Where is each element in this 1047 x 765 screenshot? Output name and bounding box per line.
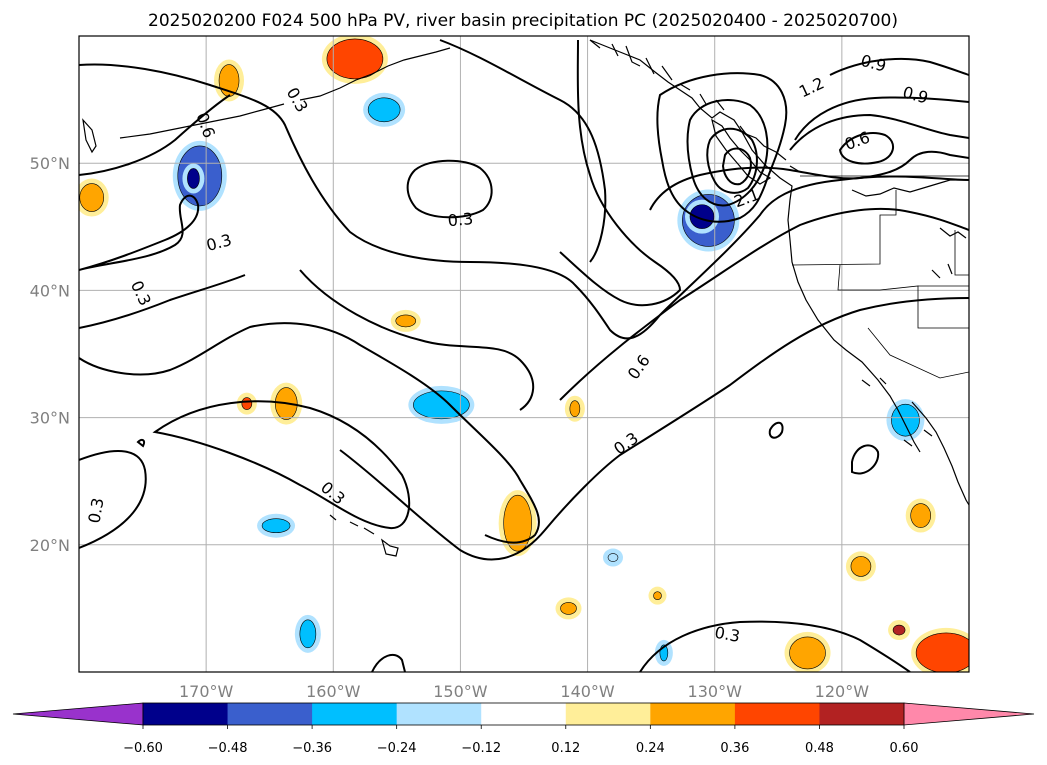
longitude-tick-label: 120°W (815, 682, 870, 701)
longitude-tick-label: 140°W (560, 682, 615, 701)
longitude-tick-label: 150°W (433, 682, 488, 701)
graticule (79, 36, 969, 672)
precip-anomaly-blob (413, 390, 470, 420)
precip-anomaly-blob (607, 553, 619, 562)
contour-label-text: 0.3 (713, 623, 741, 646)
colorbar-segment (734, 703, 820, 725)
precip-anomaly-blob (261, 518, 291, 534)
longitude-tick-label: 170°W (179, 682, 234, 701)
precip-anomaly-blob (503, 494, 532, 552)
colorbar-frame (142, 702, 905, 726)
longitude-tick-label: 130°W (688, 682, 743, 701)
latitude-tick-label: 30°N (30, 409, 70, 428)
latitude-tick-labels: 20°N 30°N 40°N 50°N (30, 154, 70, 555)
pv-contours (79, 39, 969, 672)
contour-label: 0.3 (84, 496, 107, 524)
colorbar-tick-label: 0.60 (890, 741, 919, 756)
colorbar-segment (650, 703, 736, 725)
precip-anomaly-blob (241, 397, 253, 410)
precip-anomaly-blob (395, 314, 417, 328)
colorbar-tick-label: −0.36 (292, 741, 332, 756)
colorbar-tick-label: 0.36 (720, 741, 749, 756)
precip-anomaly-blob (187, 168, 200, 189)
colorbar-tick-label: 0.24 (636, 741, 665, 756)
colorbar-tick-label: 0.48 (805, 741, 834, 756)
colorbar-tick-label: −0.60 (123, 741, 163, 756)
precip-anomaly-blob (79, 183, 105, 212)
colorbar-segment (396, 703, 482, 725)
map-area: 0.91.2 0.90.62.10.30.60.30.30.30.60.30.30… (79, 36, 969, 672)
precip-anomaly-blob (910, 503, 931, 528)
colorbar-segment (565, 703, 651, 725)
precip-anomaly-blob (653, 591, 662, 600)
precip-anomaly-blob (891, 403, 920, 437)
colorbar-under-extension (12, 702, 144, 726)
colorbar-tick-label: −0.24 (377, 741, 417, 756)
precip-anomaly-blob (326, 38, 384, 80)
latitude-tick-label: 20°N (30, 536, 70, 555)
colorbar-segment (819, 703, 905, 725)
contour-label-text: 0.3 (447, 209, 474, 230)
map-background (79, 36, 969, 672)
latitude-tick-label: 40°N (30, 281, 70, 300)
colorbar-over-extension (903, 702, 1035, 726)
colorbar: −0.60 −0.48 −0.36 −0.24 −0.12 0.12 0.24 0.36 0.4… (12, 702, 1035, 756)
colorbar-tick-label: −0.12 (461, 741, 501, 756)
precip-anomaly-blob (569, 400, 581, 417)
colorbar-segment (312, 703, 398, 725)
precip-anomaly-blob (560, 602, 577, 615)
precip-anomaly-blob (299, 619, 317, 649)
chart-title: 2025020200 F024 500 hPa PV, river basin … (148, 11, 898, 31)
colorbar-tick-label: −0.48 (208, 741, 248, 756)
latitude-tick-label: 50°N (30, 154, 70, 173)
colorbar-segment (227, 703, 313, 725)
precip-anomaly-blob (850, 556, 872, 577)
precip-anomaly-blob (689, 204, 715, 229)
precip-anomaly-blob (915, 632, 969, 672)
map-frame (78, 35, 970, 673)
longitude-tick-labels: 170°W 160°W 150°W 140°W 130°W 120°W (179, 682, 869, 701)
contour-label-text: 0.3 (84, 496, 107, 524)
precip-anomaly-blob (367, 97, 401, 123)
longitude-tick-label: 160°W (306, 682, 361, 701)
contour-label: 0.3 (447, 209, 474, 230)
colorbar-segment (143, 703, 229, 725)
colorbar-tick-label: 0.12 (551, 741, 580, 756)
contour-label: 0.3 (713, 623, 741, 646)
colorbar-segment (481, 703, 567, 725)
precip-anomaly-blob (789, 636, 826, 670)
precip-anomaly-blob (892, 624, 906, 636)
